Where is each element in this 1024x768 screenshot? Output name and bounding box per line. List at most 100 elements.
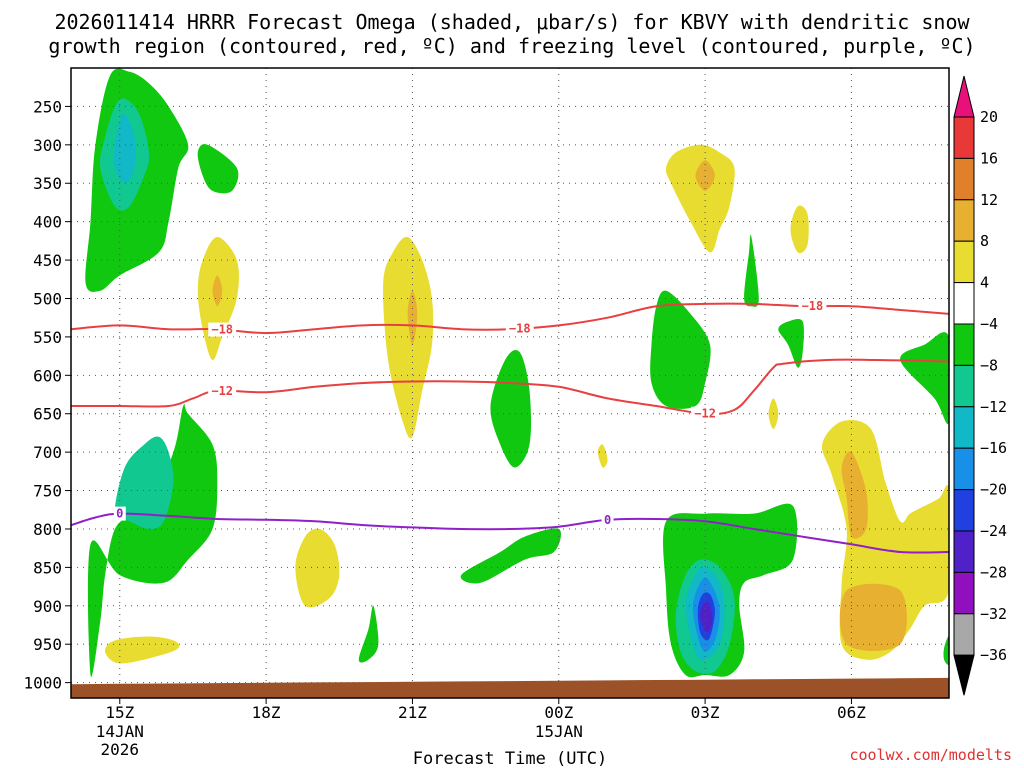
- omega-region-28: [695, 160, 715, 191]
- contour-label-1-1: −12: [694, 407, 716, 421]
- omega-region-29: [790, 205, 809, 254]
- colorbar-box-4: [953, 240, 975, 284]
- x-tick-label-03Z: 03Z: [691, 703, 720, 722]
- chart-title-line-1: 2026011414 HRRR Forecast Omega (shaded, …: [54, 10, 970, 34]
- y-tick-label-850: 850: [33, 558, 62, 577]
- contour-label-bg: [208, 383, 237, 398]
- x-tick-label-18Z: 18Z: [252, 703, 281, 722]
- omega-region-9: [650, 290, 711, 409]
- omega-region-32: [841, 451, 868, 539]
- colorbar-label-2: 12: [980, 191, 998, 209]
- colorbar: 20 16 12 8 4 −4 −8 −12 −16 −20 −24 −28 −32 −36: [953, 75, 1007, 696]
- x-tick-label-00Z: 00Z: [544, 703, 573, 722]
- contour-label-bg: [113, 506, 126, 521]
- colorbar-box-6: [953, 323, 975, 366]
- colorbar-label-6: −8: [980, 356, 998, 374]
- contour-label-bg: [798, 299, 827, 314]
- y-tick-label-900: 900: [33, 597, 62, 616]
- contour-label-bg: [208, 322, 237, 337]
- contour-label-0-0: −18: [211, 323, 233, 337]
- contour-line-2: [71, 512, 949, 554]
- omega-region-18: [900, 332, 949, 424]
- contour-label-2-0: 0: [116, 507, 123, 521]
- omega-region-26: [597, 444, 608, 468]
- colorbar-label-4: 4: [980, 274, 989, 292]
- omega-region-22: [212, 275, 223, 307]
- y-tick-label-750: 750: [33, 482, 62, 501]
- contour-label-bg: [505, 321, 534, 336]
- terrain: [71, 677, 949, 698]
- contour-line-1: [71, 358, 949, 415]
- omega-region-0: [87, 403, 218, 678]
- credit-text: coolwx.com/modelts: [849, 746, 1012, 764]
- contour-label-0-2: −18: [802, 299, 824, 313]
- omega-region-20: [104, 636, 180, 664]
- x-tick-label-06Z: 06Z: [837, 703, 866, 722]
- y-tick-label-700: 700: [33, 443, 62, 462]
- colorbar-box-12: [953, 571, 975, 615]
- omega-region-24: [383, 236, 434, 439]
- contour-label-2-1: 0: [604, 513, 611, 527]
- colorbar-label-5: −4: [980, 315, 998, 333]
- y-tick-label-1000: 1000: [23, 674, 62, 693]
- omega-region-7: [490, 349, 532, 468]
- colorbar-label-1: 16: [980, 149, 998, 167]
- colorbar-box-5: [953, 282, 975, 325]
- colorbar-label-12: −32: [980, 605, 1007, 623]
- contour-label-bg: [601, 512, 614, 527]
- colorbar-box-7: [953, 364, 975, 408]
- omega-region-19: [943, 636, 949, 665]
- colorbar-top-arrow: [953, 75, 975, 118]
- y-tick-label-800: 800: [33, 520, 62, 539]
- temperature-contours: −18 −18 −18 −12 −12 0 0: [71, 299, 949, 554]
- colorbar-box-11: [953, 530, 975, 573]
- omega-region-8: [460, 528, 561, 584]
- colorbar-box-8: [953, 406, 975, 449]
- colorbar-label-9: −20: [980, 481, 1007, 499]
- y-tick-label-350: 350: [33, 174, 62, 193]
- omega-region-33: [839, 583, 907, 651]
- omega-shading: [85, 68, 949, 678]
- y-tick-label-950: 950: [33, 635, 62, 654]
- omega-region-25: [407, 290, 418, 345]
- colorbar-label-0: 20: [980, 108, 998, 126]
- omega-region-16: [744, 234, 759, 307]
- omega-region-23: [295, 528, 340, 608]
- x-tick-year-15Z: 2026: [101, 740, 140, 759]
- x-axis-title: Forecast Time (UTC): [413, 749, 607, 768]
- y-tick-label-450: 450: [33, 251, 62, 270]
- omega-region-4: [113, 113, 136, 184]
- colorbar-box-9: [953, 447, 975, 491]
- y-tick-label-250: 250: [33, 97, 62, 116]
- y-axis: 250 300 350 400 450 500 550 600 650 700 750 800 850 9…: [23, 97, 71, 693]
- y-tick-label-550: 550: [33, 328, 62, 347]
- colorbar-box-3: [953, 199, 975, 242]
- y-tick-label-600: 600: [33, 366, 62, 385]
- contour-label-bg: [691, 406, 720, 421]
- y-tick-label-400: 400: [33, 213, 62, 232]
- colorbar-label-3: 8: [980, 232, 989, 250]
- colorbar-label-10: −24: [980, 522, 1007, 540]
- chart-title-line-2: growth region (contoured, red, ºC) and f…: [48, 34, 975, 58]
- y-tick-label-650: 650: [33, 405, 62, 424]
- colorbar-label-13: −36: [980, 646, 1007, 664]
- colorbar-box-13: [953, 613, 975, 656]
- y-tick-label-500: 500: [33, 289, 62, 308]
- grid: [71, 68, 949, 698]
- contour-label-1-0: −12: [211, 384, 233, 398]
- omega-region-15: [700, 601, 713, 633]
- x-tick-label-15Z: 15Z: [105, 703, 134, 722]
- omega-region-5: [197, 144, 239, 194]
- colorbar-box-10: [953, 489, 975, 532]
- colorbar-label-8: −16: [980, 439, 1007, 457]
- x-tick-date-00Z: 15JAN: [535, 722, 583, 741]
- omega-region-27: [665, 144, 735, 253]
- omega-region-17: [778, 318, 804, 368]
- colorbar-label-7: −12: [980, 398, 1007, 416]
- colorbar-label-11: −28: [980, 563, 1007, 581]
- y-tick-label-300: 300: [33, 136, 62, 155]
- colorbar-box-2: [953, 157, 975, 201]
- x-tick-date-15Z: 14JAN: [96, 722, 144, 741]
